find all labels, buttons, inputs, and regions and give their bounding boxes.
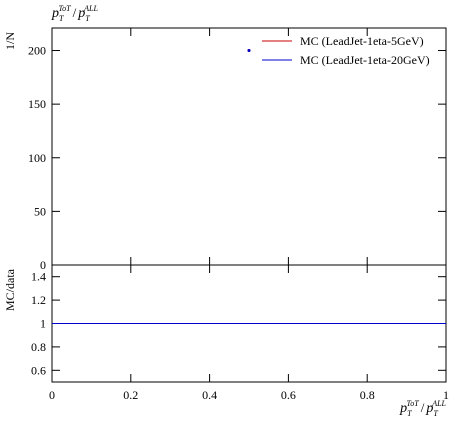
legend-label: MC (LeadJet-1eta-5GeV) <box>300 34 424 48</box>
title-part: p <box>77 6 85 21</box>
y-tick-label: 1 <box>40 317 46 331</box>
y-tick-label: 200 <box>28 44 46 58</box>
title-part: p <box>425 401 433 416</box>
y-axis-label: 1/N <box>3 32 17 50</box>
axis-title: pTToT​/pTALL​ <box>51 4 98 23</box>
title-part: T <box>407 409 412 418</box>
x-tick-label: 0.2 <box>123 388 138 402</box>
y-axis-label: MC/data <box>3 268 17 311</box>
title-part: ALL <box>431 399 446 408</box>
y-tick-label: 50 <box>34 204 46 218</box>
title-part: / <box>73 5 77 20</box>
y-tick-label: 1.2 <box>31 293 46 307</box>
y-tick-label: 0.8 <box>31 340 46 354</box>
title-part: ALL <box>83 4 98 13</box>
title-part: p <box>51 6 59 21</box>
x-tick-label: 1 <box>443 388 449 402</box>
axis-title: pTToT​/pTALL​ <box>399 399 446 418</box>
title-part: ToT <box>407 399 420 408</box>
title-part: T <box>59 14 64 23</box>
x-tick-label: 0.8 <box>360 388 375 402</box>
y-tick-label: 0 <box>40 258 46 272</box>
legend-label: MC (LeadJet-1eta-20GeV) <box>300 53 430 67</box>
y-tick-label: 150 <box>28 97 46 111</box>
title-part: ToT <box>58 4 71 13</box>
y-tick-label: 0.6 <box>31 363 46 377</box>
title-part: / <box>421 400 425 415</box>
title-part: T <box>433 409 438 418</box>
y-tick-label: 1.4 <box>31 270 46 284</box>
y-tick-label: 100 <box>28 151 46 165</box>
x-tick-label: 0.6 <box>281 388 296 402</box>
title-part: T <box>85 14 90 23</box>
data-point <box>247 49 251 53</box>
x-tick-label: 0.4 <box>202 388 217 402</box>
title-part: p <box>399 401 407 416</box>
x-tick-label: 0 <box>49 388 55 402</box>
